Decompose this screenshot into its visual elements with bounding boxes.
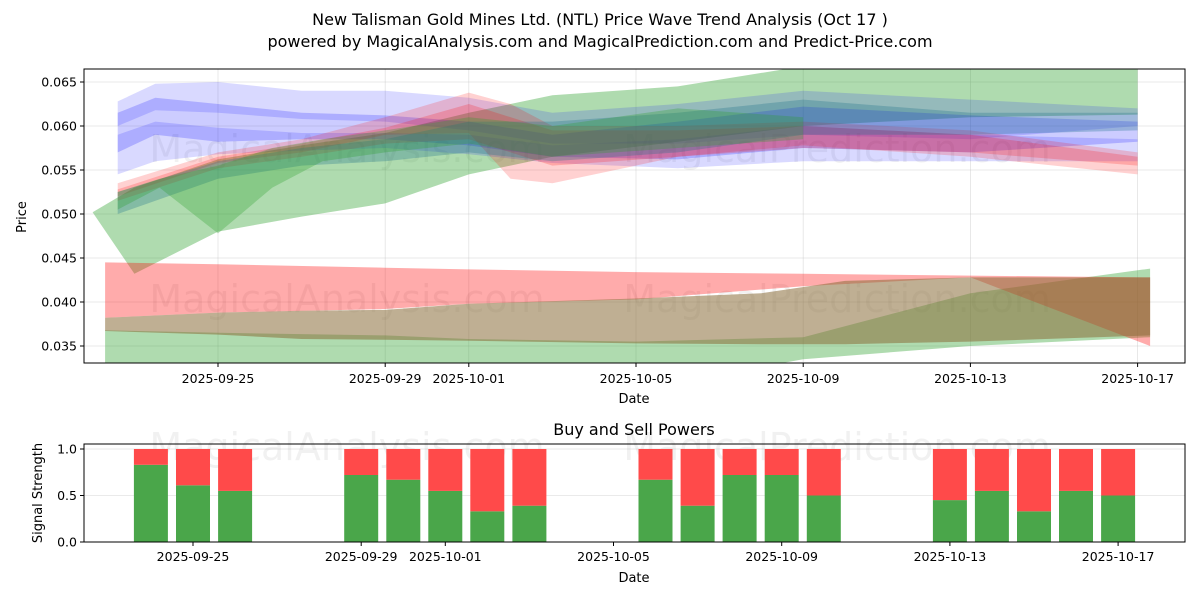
buy-bar [974,490,1009,542]
buy-bar [1059,490,1093,542]
price-y-ticks: 0.035 0.040 0.045 0.050 0.055 0.060 0.065 [41,75,84,354]
signal-y-label: Signal Strength [31,443,46,543]
sell-bar [1059,449,1093,491]
y-tick-label: 0.050 [41,207,77,222]
x-tick-label: 2025-10-17 [1082,549,1155,564]
sell-bar [680,449,715,506]
x-tick-label: 2025-10-09 [745,549,818,564]
sell-bar [722,449,757,475]
buy-bar [806,495,841,542]
y-tick-label: 0.035 [41,339,77,354]
buy-bar [428,490,463,542]
sell-bar [806,449,841,496]
y-tick-label: 0.060 [41,119,77,134]
signal-bars [133,449,1136,542]
sell-bar [386,449,421,480]
buy-bar [932,500,967,542]
band-pink-band-2 [117,104,1138,201]
sell-bar [133,449,168,465]
x-tick-label: 2025-10-05 [600,371,673,386]
x-tick-label: 2025-10-01 [432,371,505,386]
x-tick-label: 2025-10-01 [409,549,482,564]
x-tick-label: 2025-10-05 [577,549,650,564]
price-x-ticks: 2025-09-25 2025-09-29 2025-10-01 2025-10-05… [182,363,1174,386]
band-blue-band-1 [117,82,1138,144]
buy-bar [133,464,168,542]
band-red-lower [105,262,1151,346]
x-tick-label: 2025-09-29 [325,549,398,564]
watermark-analysis: MagicalAnalysis.com [149,127,544,171]
buy-bar [764,475,799,542]
sell-bar [218,449,253,491]
buy-bar [344,475,379,542]
price-y-label: Price [15,201,30,233]
price-panel: MagicalAnalysis.com MagicalPrediction.co… [15,68,1186,407]
sell-bar [764,449,799,475]
signal-x-ticks: 2025-09-25 2025-09-29 2025-10-01 2025-10-05… [157,542,1155,564]
y-tick-label: 0.5 [57,488,77,503]
sell-bar [932,449,967,501]
sell-bar [176,449,210,486]
y-tick-label: 0.0 [57,535,77,550]
sell-bar [470,449,505,512]
buy-bar [1017,511,1051,542]
sell-bar [1101,449,1136,496]
band-green-v-band [117,108,804,234]
buy-bar [218,490,253,542]
x-tick-label: 2025-09-25 [157,549,230,564]
sell-bar [1017,449,1051,512]
band-teal-band [117,99,1138,214]
signal-axes-frame [83,443,1186,543]
buy-bar [722,475,757,542]
buy-bar [470,511,505,542]
buy-bar [680,505,715,542]
y-tick-label: 0.065 [41,75,77,90]
y-tick-label: 0.040 [41,295,77,310]
band-pink-band-1 [117,92,1138,197]
watermark-prediction: MagicalPrediction.com [623,127,1051,171]
sell-bar [638,449,673,480]
x-tick-label: 2025-09-25 [182,371,255,386]
y-tick-label: 0.045 [41,251,77,266]
buy-bar [1101,495,1136,542]
buy-bar [386,479,421,542]
price-axes-frame [83,68,1186,364]
x-tick-label: 2025-10-17 [1101,371,1174,386]
band-blue-band-2 [117,97,1138,160]
buy-bar [176,485,210,542]
band-brown-overlap [105,277,1151,345]
chart-subtitle: powered by MagicalAnalysis.com and Magic… [267,32,932,51]
x-tick-label: 2025-10-13 [914,549,987,564]
buy-bar [638,479,673,542]
x-tick-label: 2025-09-29 [349,371,422,386]
signal-x-label: Date [618,571,649,586]
price-bands [92,69,1151,363]
y-tick-label: 1.0 [57,442,77,457]
sell-bar [344,449,379,475]
chart-title: New Talisman Gold Mines Ltd. (NTL) Price… [312,10,888,29]
sell-bar [974,449,1009,491]
band-blue-band-3 [117,121,1138,175]
buy-bar [512,505,547,542]
signal-title: Buy and Sell Powers [553,420,715,439]
signal-y-ticks: 0.0 0.5 1.0 [57,442,84,550]
signal-panel: Buy and Sell Powers MagicalAnalysis.com … [31,420,1186,586]
price-x-label: Date [618,392,649,407]
band-green-wide-upper [92,69,1138,274]
sell-bar [428,449,463,491]
y-tick-label: 0.055 [41,163,77,178]
x-tick-label: 2025-10-09 [767,371,840,386]
x-tick-label: 2025-10-13 [934,371,1007,386]
sell-bar [512,449,547,506]
